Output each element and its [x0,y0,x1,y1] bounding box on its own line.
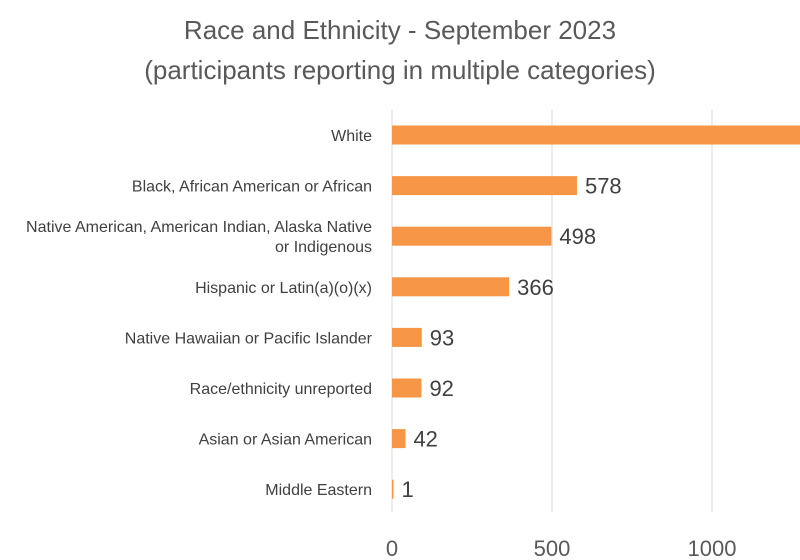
data-label: 42 [413,427,437,452]
bar [392,429,406,449]
x-tick-label: 1000 [688,536,737,560]
category-label: Black, African American or African [132,179,372,196]
data-label: 93 [430,325,454,350]
bar [392,479,394,499]
category-label: White [331,128,372,145]
data-label: 366 [517,275,554,300]
bar [392,226,552,246]
category-label: Hispanic or Latin(a)(o)(x) [195,280,372,297]
category-label: Asian or Asian American [199,432,372,449]
category-label: or Indigenous [275,239,372,256]
data-label: 498 [559,224,596,249]
x-tick-label: 500 [534,536,571,560]
category-label: Middle Eastern [265,482,372,499]
category-label: Race/ethnicity unreported [190,381,372,398]
bar [392,176,577,196]
bar [392,378,422,398]
x-tick-label: 0 [386,536,398,560]
data-label: 578 [585,174,622,199]
category-label: Native Hawaiian or Pacific Islander [125,330,373,347]
chart-subtitle: (participants reporting in multiple cate… [144,55,656,85]
chart-title: Race and Ethnicity - September 2023 [183,15,617,45]
data-label: 1 [402,477,414,502]
bar [392,125,800,145]
category-label: Native American, American Indian, Alaska… [26,219,372,236]
bar [392,277,510,297]
data-label: 92 [429,376,453,401]
bar [392,327,422,347]
